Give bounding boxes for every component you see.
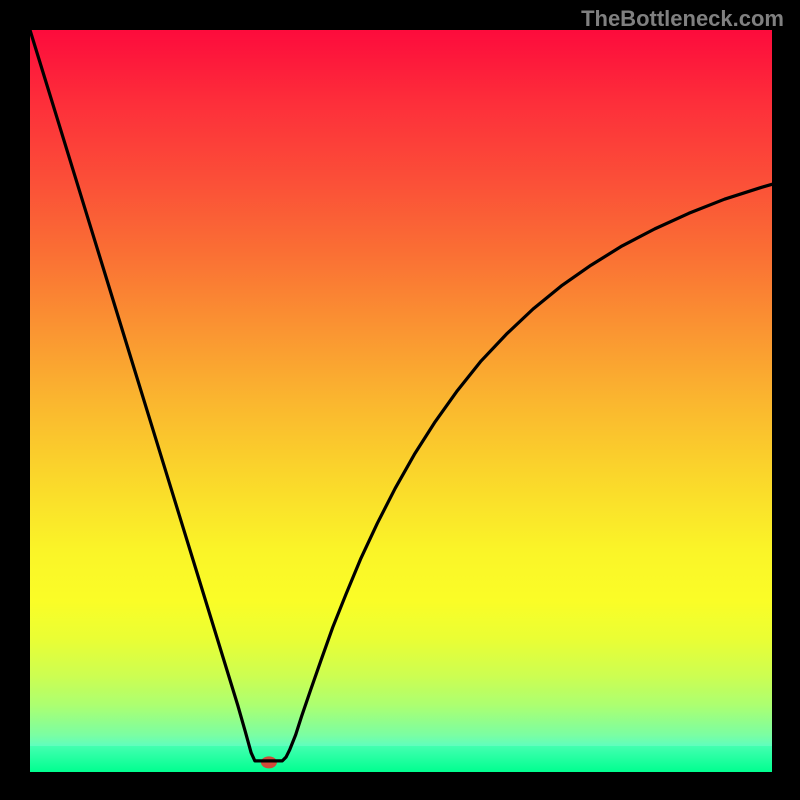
chart-svg — [30, 30, 772, 772]
chart-container: TheBottleneck.com — [0, 0, 800, 800]
watermark-text: TheBottleneck.com — [581, 6, 784, 32]
green-band — [30, 746, 772, 772]
plot-area — [30, 30, 772, 772]
gradient-background — [30, 30, 772, 772]
